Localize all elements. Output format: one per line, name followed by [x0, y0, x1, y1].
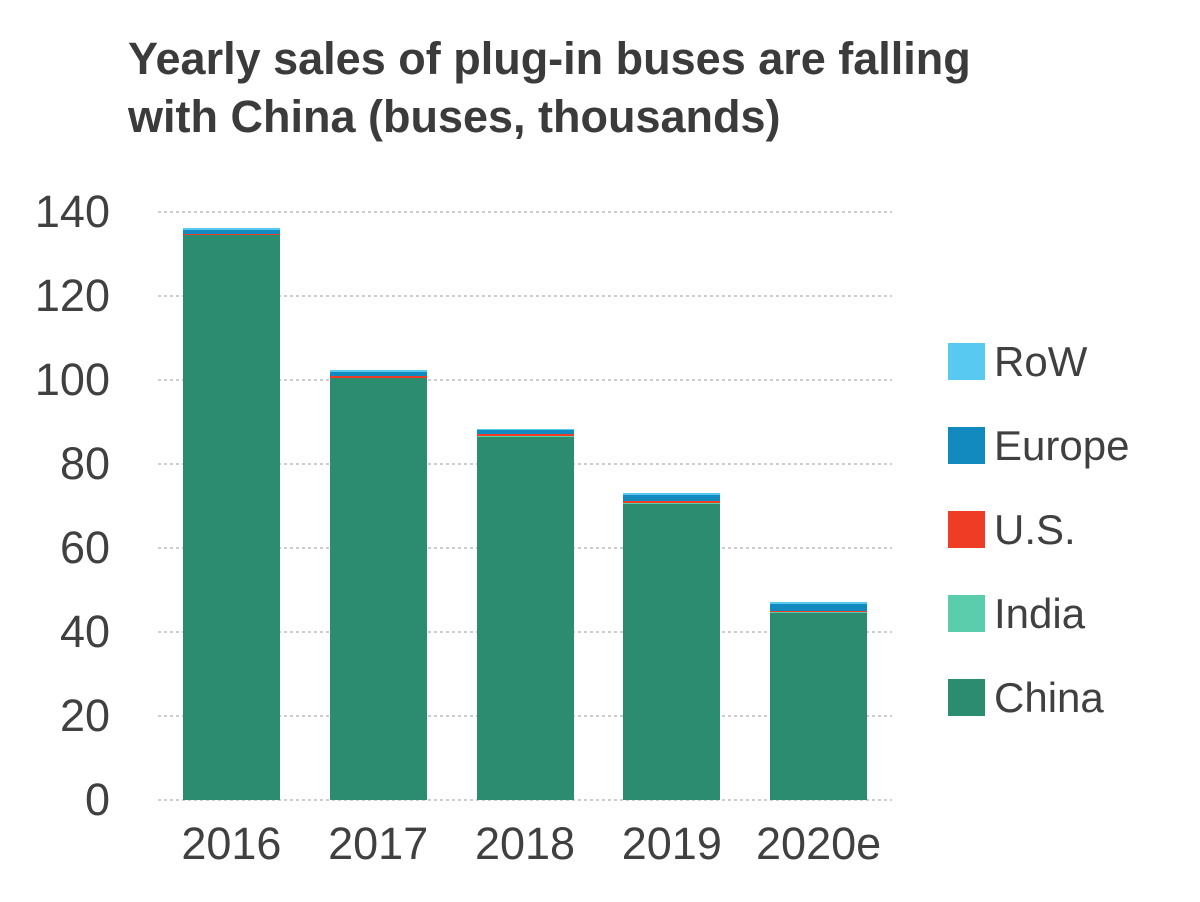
bar-segment-china-2016 — [182, 235, 280, 800]
legend-swatch — [948, 595, 985, 632]
y-tick-label: 60 — [59, 522, 110, 573]
chart-title: Yearly sales of plug-in buses are fallin… — [128, 30, 1108, 146]
bar-segment-china-2019 — [623, 503, 721, 800]
chart-title-line2: with China (buses, thousands) — [128, 91, 781, 142]
x-tick-label-2020e: 2020e — [756, 818, 882, 869]
bar-segment-row-2017 — [329, 369, 427, 372]
gridline — [158, 799, 892, 801]
bar-segment-china-2018 — [476, 436, 574, 800]
y-tick-label: 80 — [59, 438, 110, 489]
gridline — [158, 211, 892, 213]
bar-segment-us-2019 — [623, 500, 721, 504]
legend-label: China — [994, 673, 1104, 721]
legend-swatch — [948, 679, 985, 716]
legend-item-europe: Europe — [948, 422, 1129, 469]
y-tick-label: 0 — [84, 774, 110, 825]
bar-segment-row-2016 — [182, 228, 280, 231]
bar-group-2016 — [182, 228, 280, 800]
legend-item-row: RoW — [948, 338, 1129, 385]
bar-segment-row-2020e — [770, 602, 868, 605]
legend-item-us: U.S. — [948, 506, 1129, 553]
legend-item-india: India — [948, 590, 1129, 637]
gridline — [158, 295, 892, 297]
bar-segment-us-2016 — [182, 233, 280, 235]
bar-segment-europe-2016 — [182, 230, 280, 234]
y-tick-label: 100 — [34, 354, 110, 405]
bar-group-2017 — [329, 369, 427, 800]
x-tick-label-2019: 2019 — [621, 818, 722, 869]
bar-segment-row-2019 — [623, 492, 721, 495]
y-tick-label: 40 — [59, 606, 110, 657]
legend-label: U.S. — [994, 505, 1076, 553]
y-tick-label: 20 — [59, 690, 110, 741]
x-tick-label-2016: 2016 — [181, 818, 282, 869]
y-tick-label: 120 — [34, 270, 110, 321]
bar-group-2020e — [770, 602, 868, 800]
bar-segment-india-2019 — [623, 503, 721, 504]
x-tick-label-2017: 2017 — [328, 818, 429, 869]
legend-item-china: China — [948, 674, 1129, 721]
legend-swatch — [948, 343, 985, 380]
bar-group-2019 — [623, 492, 721, 800]
legend-swatch — [948, 511, 985, 548]
bar-segment-india-2018 — [476, 435, 574, 437]
legend-label: Europe — [994, 421, 1130, 469]
gridline — [158, 379, 892, 381]
bar-segment-china-2020e — [770, 613, 868, 800]
bar-segment-us-2018 — [476, 433, 574, 436]
legend-label: India — [994, 589, 1086, 637]
legend: RoW Europe U.S. India China — [948, 338, 1129, 763]
bar-group-2018 — [476, 428, 574, 800]
bar-segment-europe-2019 — [623, 494, 721, 501]
bar-segment-us-2017 — [329, 375, 427, 378]
bar-segment-china-2017 — [329, 378, 427, 800]
bar-segment-europe-2018 — [476, 430, 574, 434]
chart-title-line1: Yearly sales of plug-in buses are fallin… — [128, 33, 971, 84]
bar-segment-europe-2017 — [329, 371, 427, 376]
plot-area — [158, 211, 892, 801]
x-tick-label-2018: 2018 — [474, 818, 576, 869]
bar-segment-europe-2020e — [770, 604, 868, 612]
bar-segment-india-2020e — [770, 611, 868, 614]
legend-label: RoW — [994, 337, 1088, 385]
y-tick-label: 140 — [34, 186, 110, 237]
legend-swatch — [948, 427, 985, 464]
bar-segment-row-2018 — [476, 428, 574, 431]
